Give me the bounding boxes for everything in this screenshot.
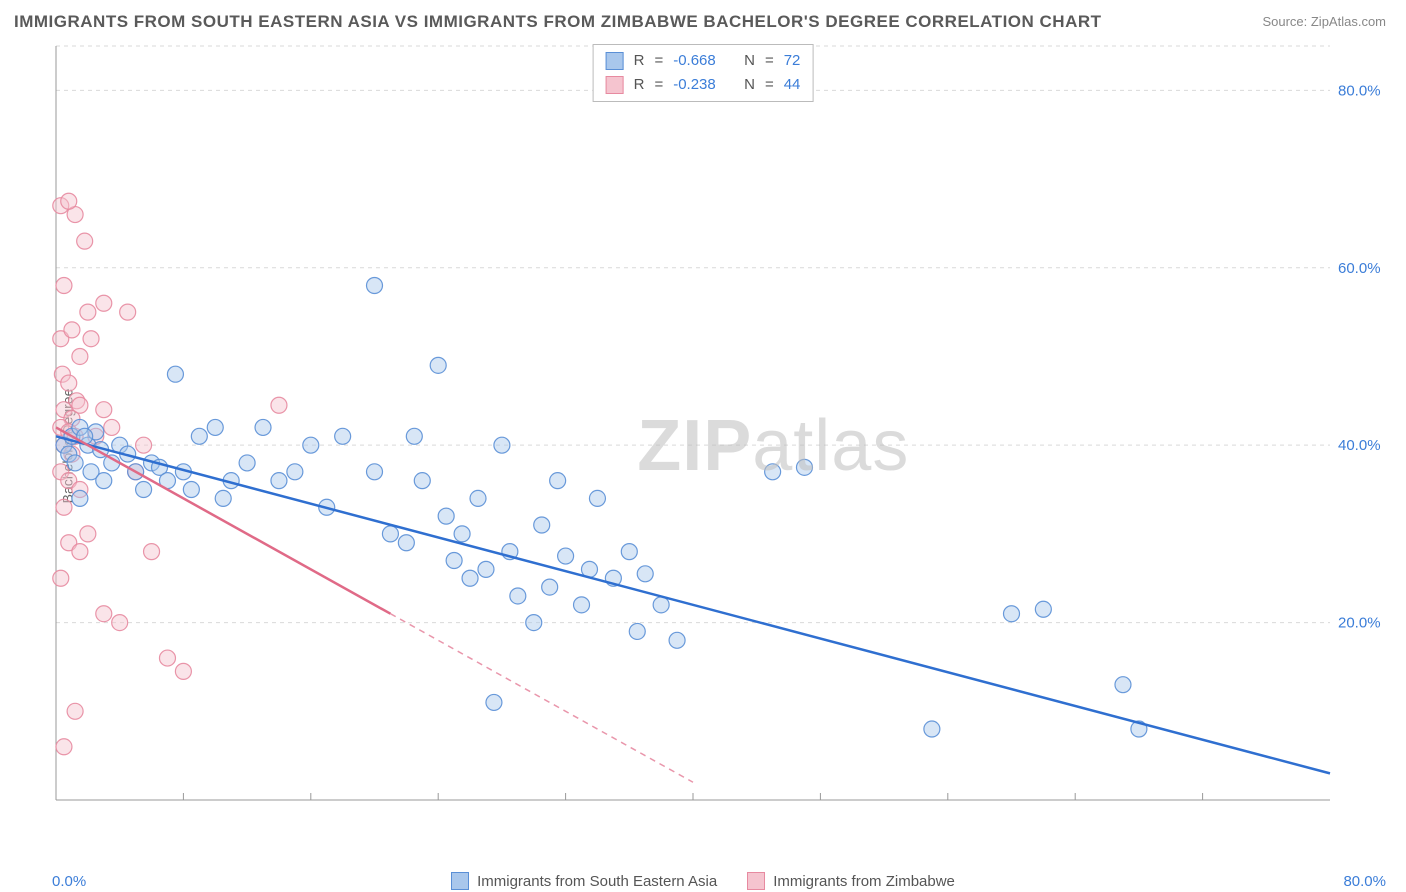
n-value-b: 44: [784, 73, 801, 97]
legend-label-b: Immigrants from Zimbabwe: [773, 873, 955, 890]
eq-sign: =: [765, 49, 774, 73]
n-label: N: [744, 49, 755, 73]
chart-svg: 20.0% 40.0% 60.0% 80.0%: [50, 40, 1390, 830]
correlation-legend: R = -0.668 N = 72 R = -0.238 N = 44: [593, 44, 814, 102]
legend-row-series-a: R = -0.668 N = 72: [606, 49, 801, 73]
legend-label-a: Immigrants from South Eastern Asia: [477, 873, 717, 890]
series-legend: Immigrants from South Eastern Asia Immig…: [0, 872, 1406, 890]
legend-item-b: Immigrants from Zimbabwe: [747, 872, 955, 890]
legend-swatch-a-icon: [451, 872, 469, 890]
svg-text:60.0%: 60.0%: [1338, 260, 1381, 277]
legend-swatch-b-icon: [747, 872, 765, 890]
source-attribution: Source: ZipAtlas.com: [1262, 14, 1386, 29]
eq-sign: =: [765, 73, 774, 97]
scatter-plot: 20.0% 40.0% 60.0% 80.0%: [50, 40, 1390, 830]
svg-text:80.0%: 80.0%: [1338, 82, 1381, 99]
n-label: N: [744, 73, 755, 97]
legend-swatch-b: [606, 76, 624, 94]
legend-row-series-b: R = -0.238 N = 44: [606, 73, 801, 97]
r-label: R: [634, 73, 645, 97]
legend-item-a: Immigrants from South Eastern Asia: [451, 872, 717, 890]
legend-swatch-a: [606, 52, 624, 70]
r-value-b: -0.238: [673, 73, 716, 97]
eq-sign: =: [654, 73, 663, 97]
r-label: R: [634, 49, 645, 73]
chart-title: IMMIGRANTS FROM SOUTH EASTERN ASIA VS IM…: [14, 12, 1102, 32]
n-value-a: 72: [784, 49, 801, 73]
eq-sign: =: [654, 49, 663, 73]
r-value-a: -0.668: [673, 49, 716, 73]
svg-text:20.0%: 20.0%: [1338, 615, 1381, 632]
svg-text:40.0%: 40.0%: [1338, 437, 1381, 454]
